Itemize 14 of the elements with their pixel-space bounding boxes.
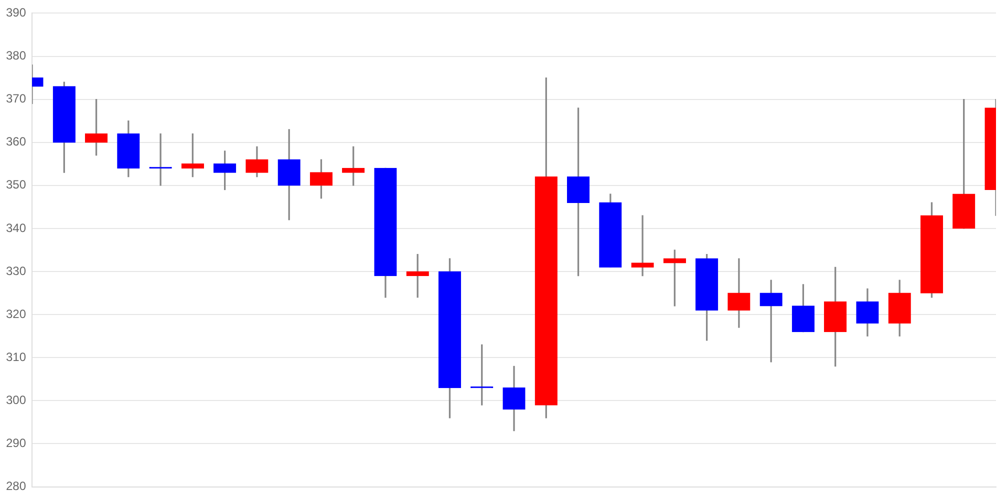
y-tick-label: 320 xyxy=(6,306,26,321)
y-tick-label: 380 xyxy=(6,48,26,63)
y-tick-label: 330 xyxy=(6,264,26,278)
y-tick-label: 370 xyxy=(6,92,26,106)
y-tick-label: 350 xyxy=(6,178,26,192)
y-tick-label: 280 xyxy=(6,479,26,494)
candlestick xyxy=(631,215,654,276)
y-tick-label: 310 xyxy=(6,350,26,364)
y-tick-label: 300 xyxy=(6,393,26,408)
y-tick-label: 340 xyxy=(6,220,26,235)
y-tick-label: 290 xyxy=(6,436,26,450)
y-tick-label: 360 xyxy=(6,134,26,149)
y-tick-label: 390 xyxy=(6,6,26,20)
candlestick xyxy=(760,280,782,362)
